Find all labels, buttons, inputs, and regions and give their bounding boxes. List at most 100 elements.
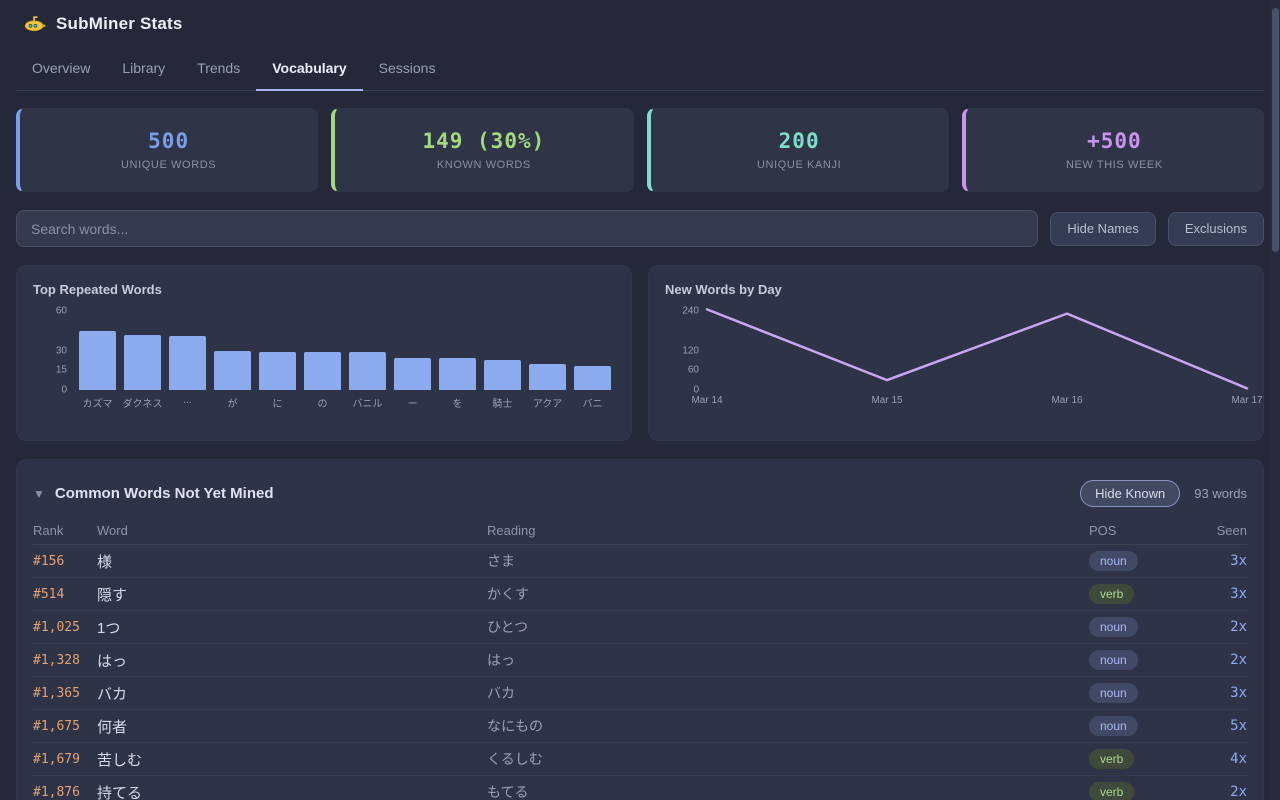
- pos-cell: verb: [1089, 584, 1179, 604]
- bar-アクア: [525, 311, 570, 390]
- bar-rect: [124, 334, 161, 390]
- table-section-header: ▼ Common Words Not Yet Mined Hide Known …: [33, 476, 1247, 517]
- bar-chart: 0 15 30 60 カズマ ダクネス... が に の バニル ー を 騎士 アクア バニ: [33, 306, 615, 410]
- bar-ダクネス: [120, 311, 165, 390]
- bar-rect: [304, 351, 341, 390]
- table-row[interactable]: #1,679 苦しむ くるしむ verb 4x: [33, 743, 1247, 776]
- pos-badge: verb: [1089, 749, 1135, 769]
- word-cell: 様: [97, 553, 113, 571]
- x-tick-label: ダクネス: [122, 399, 163, 410]
- tab-trends[interactable]: Trends: [181, 50, 256, 91]
- seen-cell: 2x: [1230, 619, 1247, 635]
- bar-chart-plot: カズマ ダクネス... が に の バニル ー を 騎士 アクア バニ: [75, 311, 615, 410]
- scrollbar[interactable]: [1270, 0, 1280, 800]
- new-words-by-day-card: New Words by Day 0 60 120 240 Mar 14 Mar 15 M…: [648, 265, 1264, 441]
- reading-cell: さま: [487, 553, 515, 569]
- rank-cell: #1,365: [33, 685, 80, 701]
- stat-value: +500: [1087, 129, 1142, 153]
- page-title: SubMiner Stats: [56, 14, 183, 33]
- hide-names-button[interactable]: Hide Names: [1050, 211, 1156, 246]
- pos-cell: noun: [1089, 716, 1179, 736]
- table-row[interactable]: #514 隠す かくす verb 3x: [33, 578, 1247, 611]
- reading-cell: はっ: [487, 652, 515, 668]
- charts-row: Top Repeated Words 0 15 30 60 カズマ ダクネス... が に の…: [16, 265, 1264, 441]
- table-row[interactable]: #156 様 さま noun 3x: [33, 545, 1247, 578]
- reading-cell: バカ: [487, 685, 515, 701]
- pos-cell: noun: [1089, 650, 1179, 670]
- word-cell: 1つ: [97, 619, 121, 637]
- pos-badge: verb: [1089, 584, 1135, 604]
- bar-ー: [390, 311, 435, 390]
- tab-vocabulary[interactable]: Vocabulary: [256, 50, 363, 91]
- stat-value: 200: [778, 129, 820, 153]
- hide-known-button[interactable]: Hide Known: [1080, 480, 1181, 507]
- exclusions-button[interactable]: Exclusions: [1167, 211, 1264, 246]
- y-tick-label: 60: [687, 364, 699, 376]
- line-chart-y-axis: 0 60 120 240: [665, 306, 707, 396]
- pos-cell: verb: [1089, 749, 1179, 769]
- pos-badge: verb: [1089, 782, 1135, 800]
- stat-card-unique-kanji: 200 UNIQUE KANJI: [646, 108, 949, 192]
- bar-rect: [79, 330, 116, 390]
- y-tick-label: 0: [693, 384, 699, 396]
- line-chart-plot: Mar 14 Mar 15 Mar 16 Mar 17: [691, 309, 1263, 406]
- rank-cell: #1,675: [33, 718, 80, 734]
- seen-cell: 4x: [1230, 751, 1247, 767]
- line-series: [707, 309, 1247, 388]
- seen-cell: 2x: [1230, 784, 1247, 800]
- table-row[interactable]: #1,876 持てる もてる verb 2x: [33, 776, 1247, 800]
- collapse-triangle-icon[interactable]: ▼: [33, 486, 45, 501]
- pos-cell: noun: [1089, 551, 1179, 571]
- tab-overview[interactable]: Overview: [16, 50, 106, 91]
- pos-cell: verb: [1089, 782, 1179, 800]
- x-tick-label: に: [272, 399, 283, 410]
- search-input[interactable]: [16, 210, 1039, 247]
- pos-badge: noun: [1089, 617, 1138, 637]
- tab-sessions[interactable]: Sessions: [363, 50, 452, 91]
- bar-rect: [574, 366, 611, 390]
- x-tick-label: Mar 15: [871, 395, 903, 406]
- x-tick-label: ...: [183, 395, 192, 406]
- table-row[interactable]: #1,328 はっ はっ noun 2x: [33, 644, 1247, 677]
- common-words-section: ▼ Common Words Not Yet Mined Hide Known …: [16, 459, 1264, 800]
- word-cell: 何者: [97, 718, 128, 736]
- x-tick-label: ー: [407, 399, 418, 410]
- word-cell: 隠す: [97, 586, 128, 604]
- rank-cell: #156: [33, 553, 65, 569]
- y-tick-label: 60: [55, 305, 67, 317]
- rank-cell: #1,025: [33, 619, 80, 635]
- table-row[interactable]: #1,365 バカ バカ noun 3x: [33, 677, 1247, 710]
- scrollbar-thumb[interactable]: [1272, 8, 1279, 252]
- bar-rect: [349, 351, 386, 390]
- pos-cell: noun: [1089, 617, 1179, 637]
- stat-label: NEW THIS WEEK: [1065, 159, 1163, 171]
- stat-label: UNIQUE KANJI: [757, 159, 842, 171]
- table-row[interactable]: #1,675 何者 なにもの noun 5x: [33, 710, 1247, 743]
- rank-cell: #514: [33, 586, 65, 602]
- bar-rect: [259, 351, 296, 390]
- stat-value: 149 (30%): [422, 129, 546, 153]
- bar-chart-y-axis: 0 15 30 60: [33, 306, 75, 396]
- bar-rect: [484, 359, 521, 390]
- bar-rect: [529, 363, 566, 390]
- stat-card-unique-words: 500 UNIQUE WORDS: [16, 108, 319, 192]
- table-row[interactable]: #1,025 1つ ひとつ noun 2x: [33, 611, 1247, 644]
- table-title: Common Words Not Yet Mined: [54, 485, 274, 502]
- reading-cell: なにもの: [487, 718, 543, 734]
- x-tick-label: バニル: [352, 399, 383, 410]
- x-tick-label: が: [227, 399, 238, 410]
- pos-badge: noun: [1089, 683, 1138, 703]
- bar-騎士: [480, 311, 525, 390]
- word-cell: 持てる: [97, 784, 143, 800]
- top-repeated-words-card: Top Repeated Words 0 15 30 60 カズマ ダクネス... が に の…: [16, 265, 632, 441]
- tab-bar: Overview Library Trends Vocabulary Sessions: [16, 50, 1264, 91]
- bar-バニル: [345, 311, 390, 390]
- pos-badge: noun: [1089, 551, 1138, 571]
- reading-cell: もてる: [487, 784, 529, 800]
- seen-cell: 5x: [1230, 718, 1247, 734]
- tab-library[interactable]: Library: [106, 50, 181, 91]
- bar-rect: [214, 350, 251, 390]
- stat-label: UNIQUE WORDS: [121, 159, 217, 171]
- y-tick-label: 15: [55, 364, 67, 376]
